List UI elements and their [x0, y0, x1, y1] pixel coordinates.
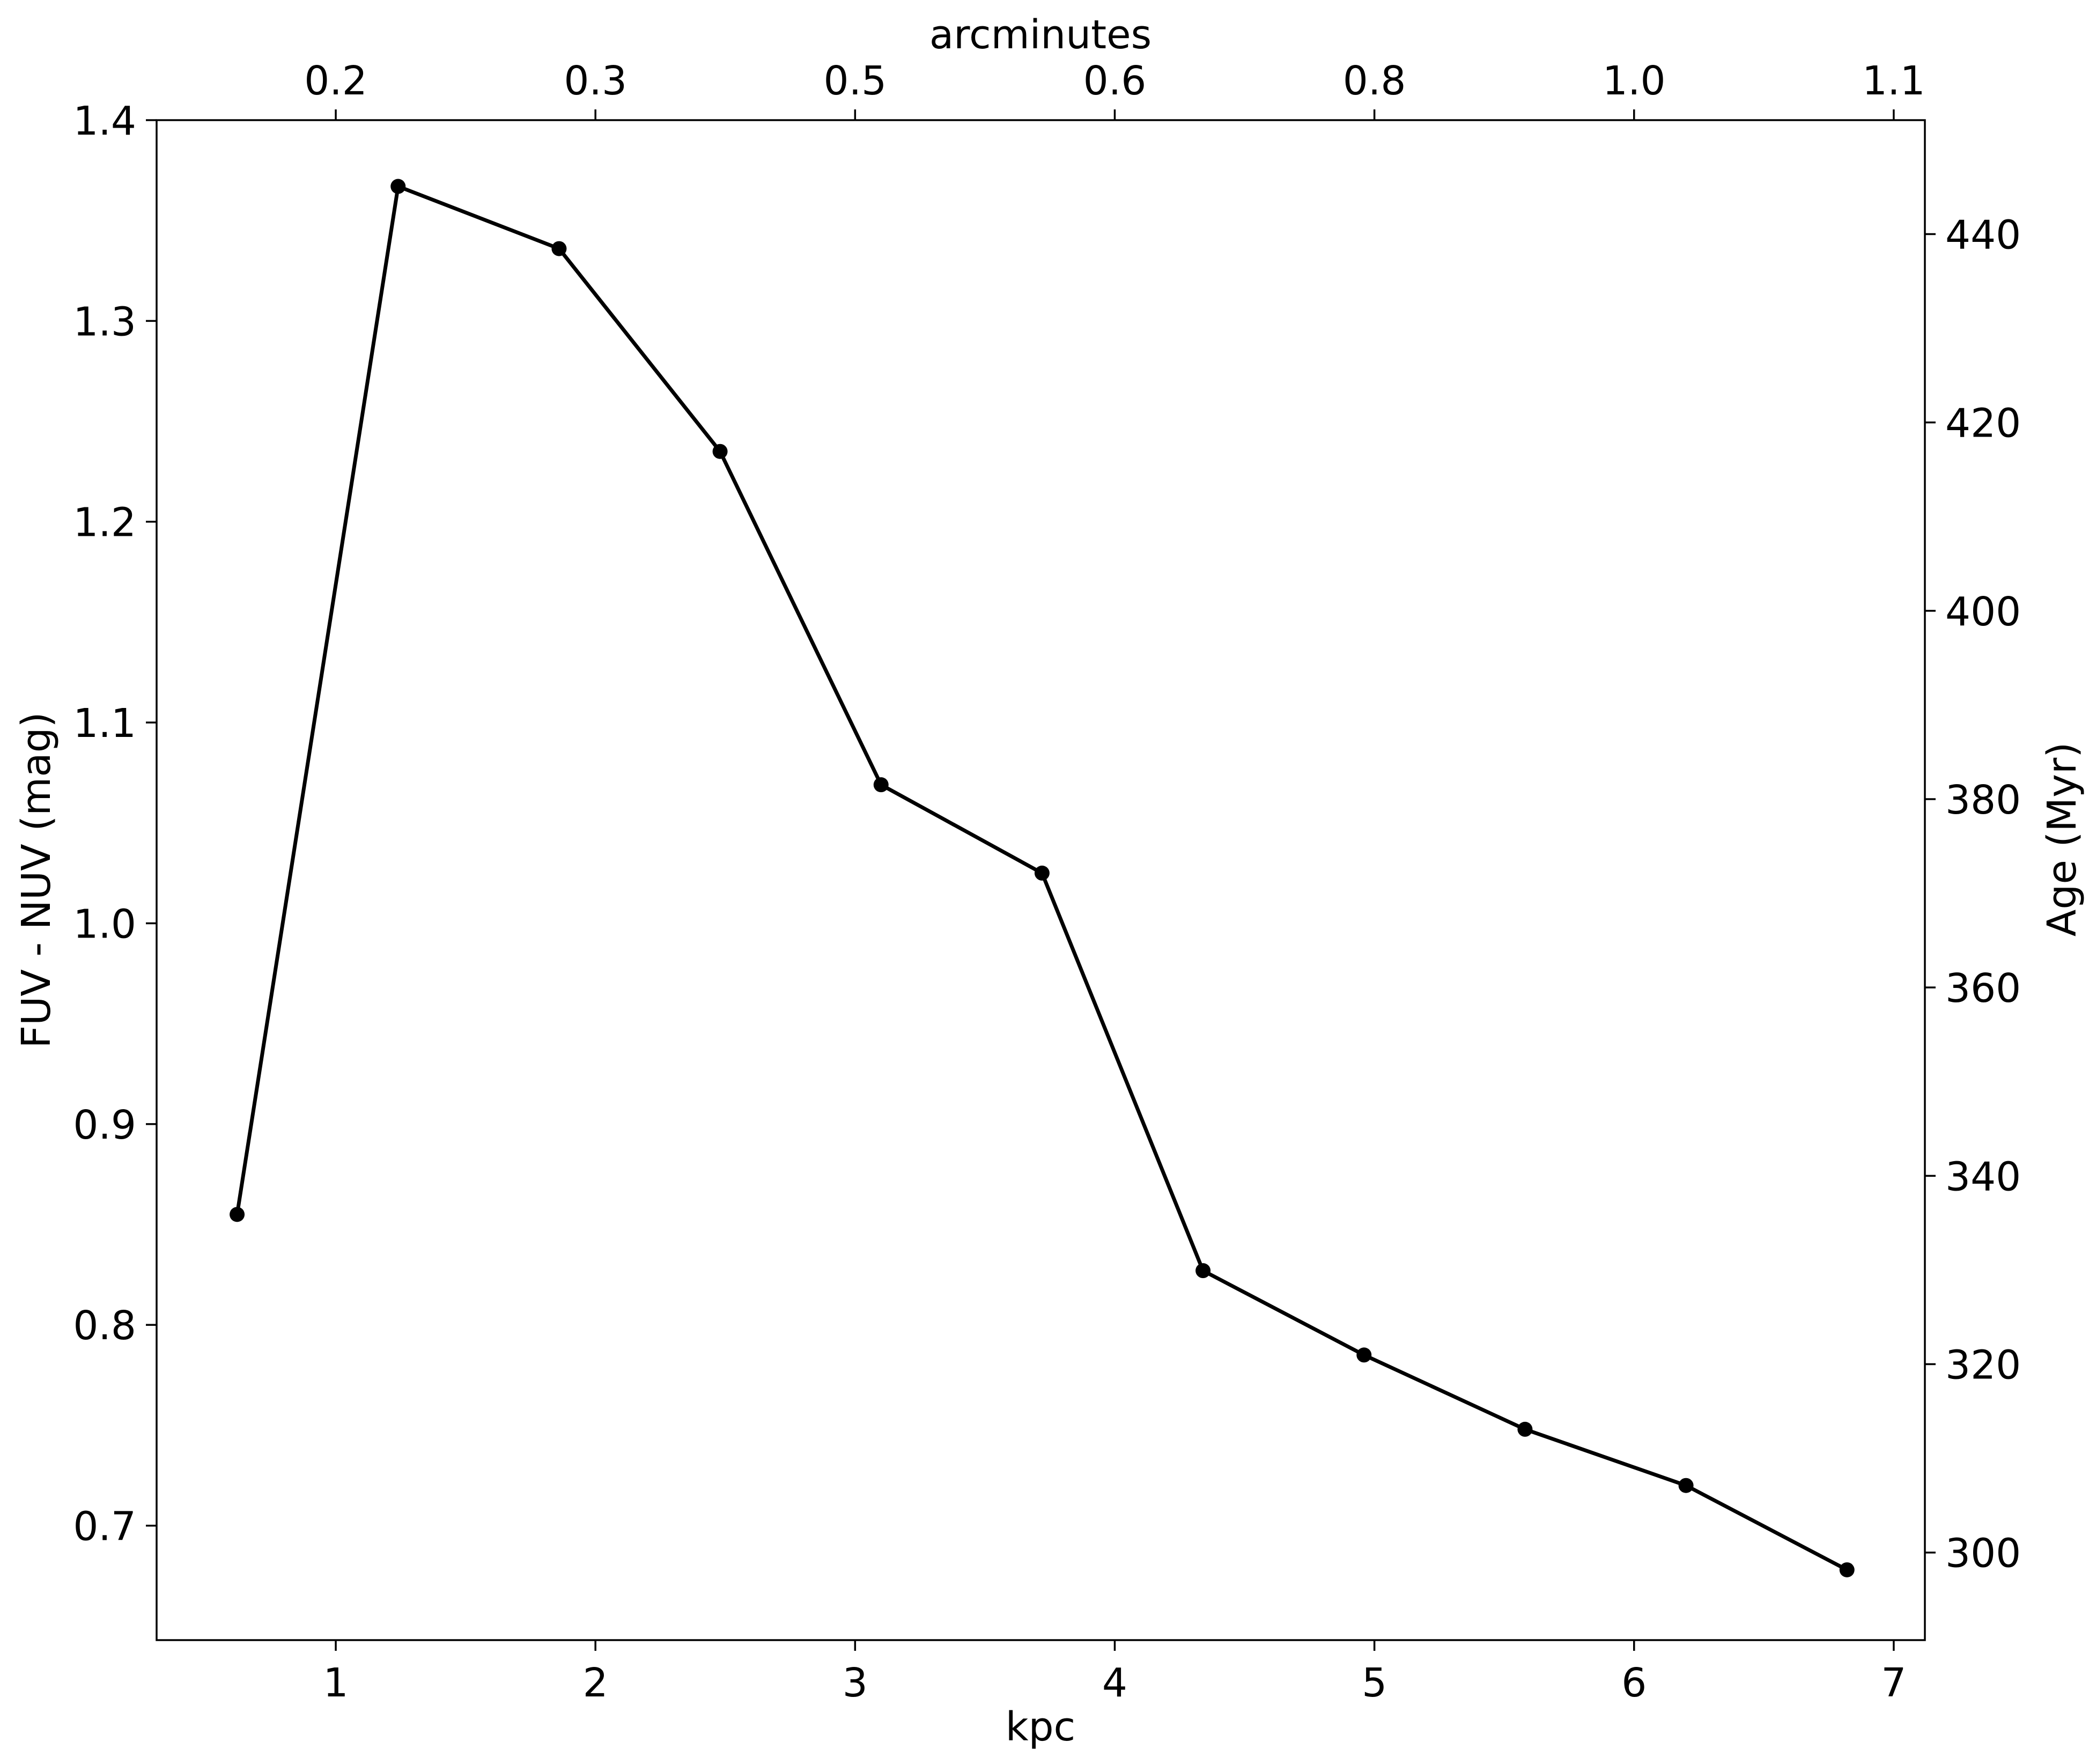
right-y-tick-label: 420: [1945, 401, 2021, 447]
top-x-axis-label: arcminutes: [929, 12, 1151, 58]
y-tick-label: 1.0: [73, 901, 136, 947]
y-axis-label: FUV - NUV (mag): [13, 712, 60, 1049]
x-tick-label: 5: [1362, 1660, 1387, 1706]
right-y-tick-label: 300: [1945, 1531, 2021, 1577]
x-tick-label: 1: [323, 1660, 349, 1706]
top-x-tick-label: 1.0: [1603, 58, 1666, 104]
right-y-axis-label: Age (Myr): [2039, 742, 2085, 936]
x-tick-label: 3: [843, 1660, 868, 1706]
x-tick-label: 7: [1881, 1660, 1906, 1706]
right-y-tick-label: 320: [1945, 1342, 2021, 1389]
data-point: [1839, 1562, 1855, 1577]
right-y-tick-label: 440: [1945, 212, 2021, 258]
data-point: [1356, 1347, 1372, 1363]
y-tick-label: 1.3: [73, 299, 136, 345]
x-tick-label: 2: [583, 1660, 608, 1706]
top-x-tick-label: 1.1: [1862, 58, 1925, 104]
top-x-tick-label: 0.8: [1343, 58, 1406, 104]
data-point: [551, 241, 567, 256]
top-x-tick-label: 0.2: [304, 58, 367, 104]
plot-frame: [156, 119, 1926, 1641]
data-point: [1195, 1263, 1211, 1279]
data-point: [1034, 865, 1050, 881]
x-axis-label: kpc: [1006, 1704, 1076, 1750]
right-y-tick-label: 380: [1945, 777, 2021, 823]
data-point: [873, 777, 889, 793]
y-tick-label: 0.8: [73, 1303, 136, 1349]
right-y-tick-label: 340: [1945, 1154, 2021, 1200]
top-x-tick-label: 0.6: [1083, 58, 1147, 104]
data-point: [230, 1207, 245, 1222]
y-tick-label: 1.1: [73, 700, 136, 747]
x-tick-label: 6: [1621, 1660, 1647, 1706]
data-point: [1517, 1421, 1533, 1437]
data-point: [390, 179, 406, 194]
y-tick-label: 0.9: [73, 1102, 136, 1148]
right-y-tick-label: 400: [1945, 589, 2021, 635]
right-y-tick-label: 360: [1945, 965, 2021, 1012]
x-tick-label: 4: [1102, 1660, 1127, 1706]
y-tick-label: 1.2: [73, 500, 136, 546]
top-x-tick-label: 0.5: [823, 58, 887, 104]
y-tick-label: 0.7: [73, 1504, 136, 1550]
y-tick-label: 1.4: [73, 98, 136, 144]
top-x-tick-label: 0.3: [564, 58, 627, 104]
data-point: [1678, 1478, 1694, 1493]
series-layer: [230, 179, 1855, 1577]
data-point: [712, 444, 728, 459]
ticks-layer: 1 2 3 4 5 6 7 0.2 0.3 0.5 0.6 0.8 1.0 1.1 0.7 0.8 0.9 1.0…: [73, 58, 2021, 1706]
